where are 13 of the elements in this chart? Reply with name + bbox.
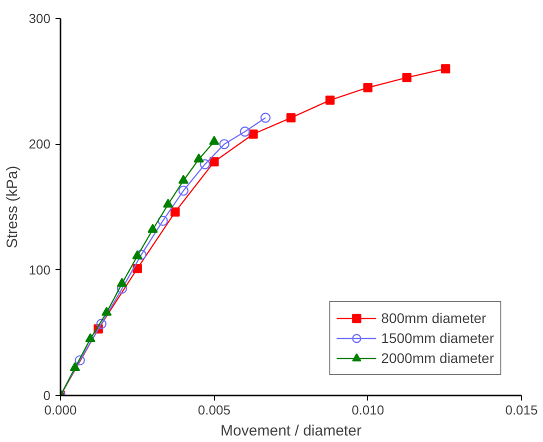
y-tick-label: 300 xyxy=(28,11,51,26)
legend-label: 2000mm diameter xyxy=(381,350,494,366)
y-axis-title: Stress (kPa) xyxy=(4,166,21,248)
legend-label: 800mm diameter xyxy=(381,310,486,326)
x-axis-title: Movement / diameter xyxy=(220,422,362,440)
x-tick-label: 0.005 xyxy=(198,402,230,418)
x-tick-label: 0.000 xyxy=(44,402,77,418)
x-tick-label: 0.015 xyxy=(505,402,538,418)
y-tick-label: 100 xyxy=(28,262,51,278)
legend-label: 1500mm diameter xyxy=(381,330,494,346)
x-tick-label: 0.010 xyxy=(352,402,384,418)
y-tick-label: 0 xyxy=(43,388,51,403)
y-tick-label: 200 xyxy=(28,136,51,152)
